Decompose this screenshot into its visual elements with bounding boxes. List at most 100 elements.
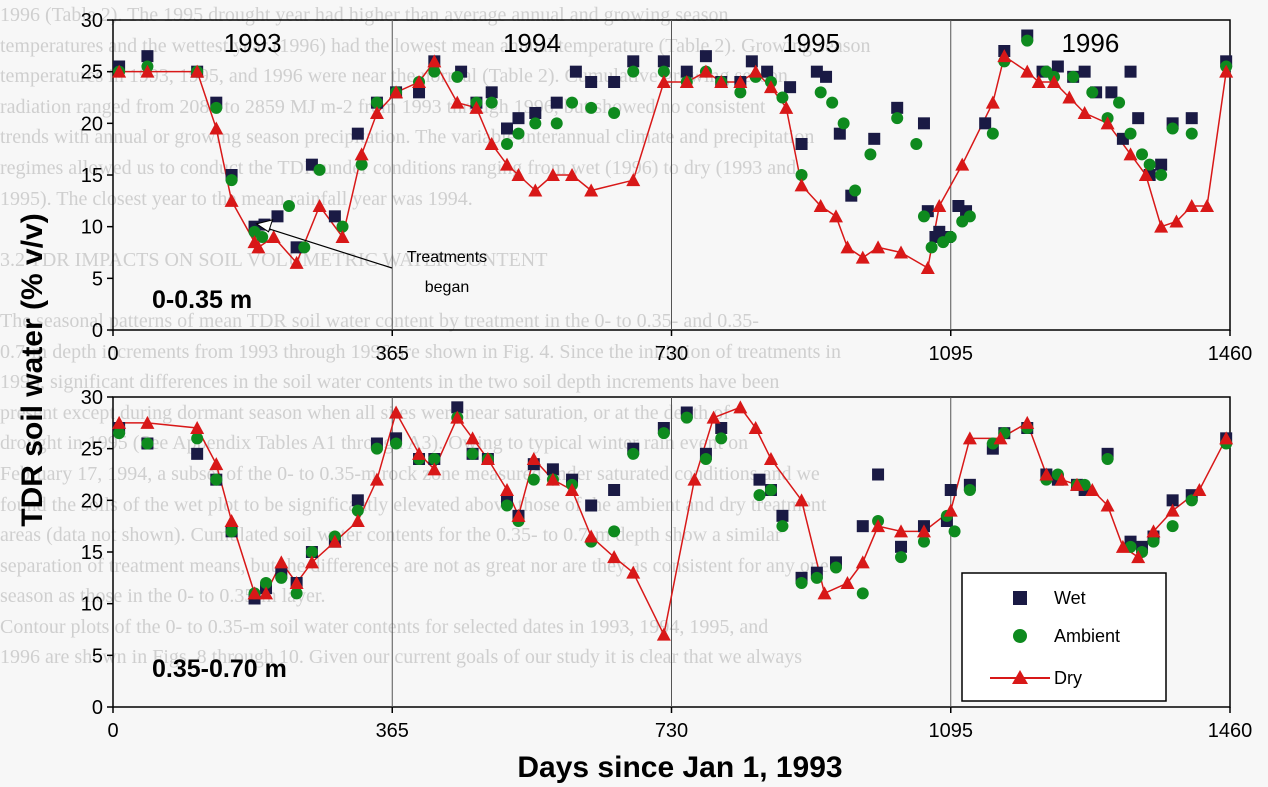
depth-label: 0-0.35 m (152, 286, 252, 314)
point-ambient (298, 241, 311, 254)
point-ambient (1101, 453, 1114, 465)
background-text-line: temperatures and the wettest year (1996)… (0, 34, 871, 57)
point-dry (656, 627, 671, 641)
point-ambient (355, 158, 368, 171)
point-dry (943, 503, 958, 517)
x-tick-label: 730 (655, 343, 688, 365)
y-tick-label: 10 (81, 217, 103, 239)
point-dry (1131, 550, 1146, 564)
point-dry (266, 230, 281, 243)
point-wet (1166, 494, 1179, 507)
annotation-text: began (425, 279, 470, 296)
point-wet (753, 473, 766, 486)
point-ambient (512, 127, 525, 140)
y-tick-label: 20 (81, 490, 103, 512)
point-wet (856, 520, 869, 533)
point-ambient (225, 525, 238, 538)
y-tick-label: 10 (81, 594, 103, 616)
point-ambient (210, 473, 223, 486)
point-dry (584, 529, 599, 543)
point-ambient (917, 210, 930, 223)
x-tick-label: 0 (107, 720, 118, 742)
panel-top-0-035m: 0 5 10 15 20 25 30 0 365 730 1095 1460 1993 1994 1995 1… (81, 10, 1253, 365)
point-dry (511, 508, 526, 522)
point-dry (545, 168, 560, 181)
point-ambient (1136, 148, 1149, 161)
point-dry (500, 483, 515, 496)
point-dry (1165, 503, 1180, 517)
point-ambient (1124, 127, 1137, 140)
point-dry (354, 147, 369, 161)
point-wet (191, 447, 204, 460)
point-wet (657, 55, 670, 68)
point-dry (1062, 90, 1077, 104)
point-dry (1047, 75, 1062, 88)
point-wet (872, 468, 885, 481)
point-ambient (1185, 127, 1198, 140)
point-dry (733, 400, 748, 414)
point-ambient (585, 101, 598, 114)
point-wet (761, 65, 774, 78)
point-ambient (944, 231, 957, 243)
point-dry (687, 472, 702, 486)
point-ambient (814, 86, 827, 99)
point-wet (1078, 65, 1091, 78)
point-ambient (734, 86, 747, 99)
point-dry (1184, 199, 1199, 212)
point-ambient (1086, 86, 1099, 99)
x-axis-title: Days since Jan 1, 1993 (517, 751, 842, 784)
point-wet (1105, 86, 1118, 99)
point-ambient (963, 484, 976, 496)
point-dry (484, 137, 499, 150)
point-wet (979, 117, 992, 130)
point-wet (776, 509, 789, 522)
point-ambient (141, 437, 154, 450)
point-ambient (1166, 520, 1179, 533)
point-dry (748, 64, 763, 78)
point-ambient (680, 411, 693, 424)
point-wet (1155, 158, 1168, 171)
point-wet (608, 484, 621, 496)
point-dry (1020, 415, 1035, 429)
point-wet (451, 401, 464, 414)
point-ambient (275, 571, 288, 584)
annotation-arrow (262, 226, 393, 269)
point-dry (389, 85, 404, 99)
point-ambient (917, 535, 930, 548)
point-dry (1219, 64, 1234, 78)
background-text-line: season as those in the 0- to 0.35-m laye… (0, 585, 326, 608)
point-ambient (1143, 158, 1156, 171)
point-dry (469, 100, 484, 114)
point-ambient (566, 96, 579, 109)
depth-label: 0.35-0.70 m (152, 655, 287, 683)
point-dry (450, 410, 465, 424)
point-ambient (113, 427, 126, 440)
point-dry (1020, 64, 1035, 78)
y-tick-label: 5 (92, 645, 103, 667)
point-dry (500, 157, 515, 171)
point-ambient (657, 427, 670, 440)
point-dry (450, 95, 465, 109)
panel-bottom-035-070m: 0 5 10 15 20 25 30 0 365 730 1095 1460 0.35-0.70 m (81, 387, 1253, 742)
point-ambient (864, 148, 877, 161)
point-dry (565, 483, 580, 496)
point-ambient (428, 65, 441, 78)
point-wet (351, 494, 364, 507)
point-dry (427, 54, 442, 68)
point-dry (112, 415, 127, 429)
point-dry (1077, 106, 1092, 119)
x-tick-label: 1095 (929, 720, 974, 742)
y-tick-label: 30 (81, 387, 103, 409)
point-ambient (550, 117, 563, 130)
point-dry (427, 462, 442, 476)
point-ambient (370, 96, 383, 109)
point-dry (1039, 467, 1054, 481)
point-wet (546, 463, 559, 476)
point-ambient (891, 112, 904, 125)
point-ambient (501, 138, 514, 150)
legend-label: Dry (1054, 668, 1082, 688)
point-ambient (715, 432, 728, 445)
point-dry (840, 240, 855, 254)
point-wet (891, 101, 904, 114)
